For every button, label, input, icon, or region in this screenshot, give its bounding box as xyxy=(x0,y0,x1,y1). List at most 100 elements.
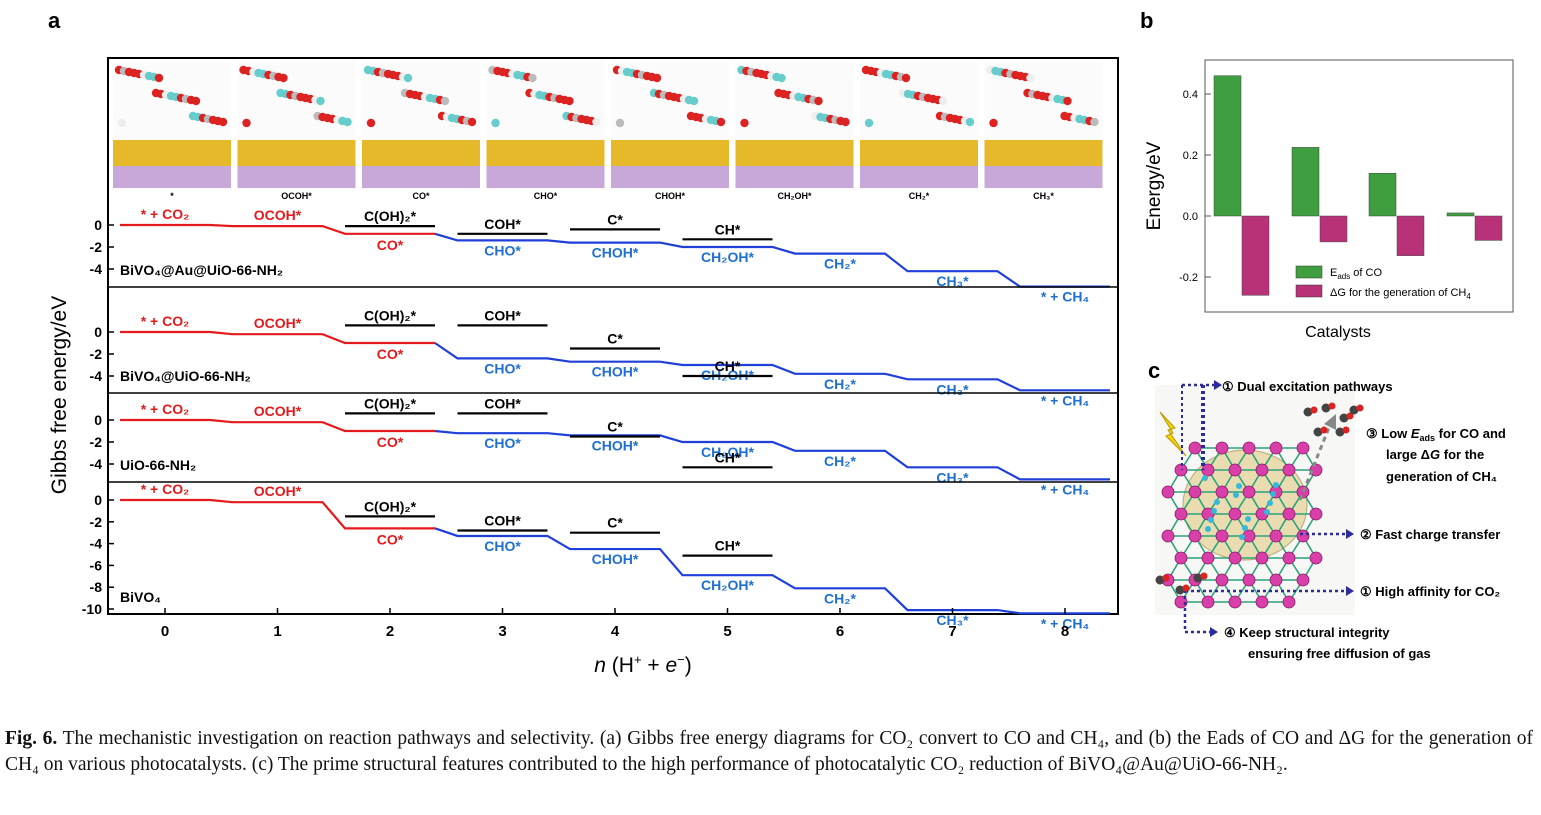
bar xyxy=(1368,173,1397,217)
bar-chart: 0.4 0.2 0.0 -0.2 Energy/eV Catalysts Eads o… xyxy=(1144,59,1514,341)
lattice-node xyxy=(1188,441,1202,455)
molecule-atom xyxy=(1339,413,1349,423)
y-tick-label: -4 xyxy=(90,261,103,277)
bar-y-tick-label: 0.0 xyxy=(1183,211,1198,223)
y-axis-label: Gibbs free energy/eV xyxy=(48,296,71,494)
pathway-state-label: CH₂* xyxy=(824,256,856,272)
molecule-atom xyxy=(1162,574,1170,582)
molecule-atom xyxy=(1321,403,1331,413)
figure-caption: Fig. 6. The mechanistic investigation on… xyxy=(5,726,1533,778)
charge-dot xyxy=(1267,500,1273,506)
x-axis-label: n (H+ + e−) xyxy=(594,652,692,677)
lattice-node xyxy=(1242,441,1256,455)
pathway-state-label: CH₂* xyxy=(824,453,856,469)
lattice-node xyxy=(1296,529,1310,543)
alt-state-label: COH* xyxy=(484,513,521,529)
pathway-state-label: CH₃* xyxy=(936,612,969,628)
au-layer xyxy=(237,140,356,166)
lattice-node xyxy=(1215,529,1229,543)
chart-x-label: Catalysts xyxy=(1305,324,1371,341)
molecule-atom xyxy=(1175,585,1185,595)
figure: a b c * OCOH* CO* CHO* CHOH* CH₂OH* CH₂* CH₃* 0… xyxy=(48,8,1514,677)
lattice-node xyxy=(1242,485,1256,499)
lattice-node xyxy=(1282,463,1296,477)
pathway-state-label: CH₂* xyxy=(824,376,856,392)
lattice-node xyxy=(1174,507,1188,521)
molecule-atom xyxy=(1335,427,1345,437)
pathway-state-label: CH₂OH* xyxy=(701,577,754,593)
bar-y-tick-label: -0.2 xyxy=(1179,272,1198,284)
molecule-atom xyxy=(1193,573,1203,583)
y-tick-label: -2 xyxy=(90,434,103,450)
arrow-head-4 xyxy=(1210,627,1218,637)
atom xyxy=(938,96,948,106)
structure-label: * xyxy=(170,191,174,201)
molecule-atom xyxy=(1200,572,1208,580)
au-layer xyxy=(362,140,480,166)
arrow-head-1 xyxy=(1214,380,1222,390)
pathway-state-label: * + CH₄ xyxy=(1041,481,1089,497)
atom xyxy=(777,73,786,83)
bivo4-layer xyxy=(735,166,854,188)
x-tick-label: 6 xyxy=(836,623,844,640)
ch4-pathway-line xyxy=(434,232,1110,288)
y-tick-label: -6 xyxy=(90,557,103,573)
pathway-state-label: OCOH* xyxy=(254,315,302,331)
charge-dot xyxy=(1233,492,1239,498)
pathway-state-label: CHOH* xyxy=(592,437,639,453)
atom xyxy=(366,118,376,128)
ch4-pathway-line xyxy=(434,342,1110,392)
bivo4-layer xyxy=(362,166,480,188)
y-tick-label: -10 xyxy=(82,601,102,617)
bivo4-layer xyxy=(984,166,1103,188)
molecule-atom xyxy=(1313,427,1323,437)
atom xyxy=(1090,117,1099,127)
charge-dot xyxy=(1245,516,1251,522)
charge-dot xyxy=(1239,534,1245,540)
molecule-atom xyxy=(1155,575,1165,585)
pathway-state-label: * + CH₄ xyxy=(1041,615,1089,631)
atom xyxy=(814,96,823,106)
chart-y-label: Energy/eV xyxy=(1144,141,1165,230)
lattice-node xyxy=(1201,551,1215,565)
lattice-node xyxy=(1269,441,1283,455)
lightning-icon xyxy=(1159,411,1187,457)
alt-state-label: COH* xyxy=(484,395,521,411)
pathway-state-label: * + CO₂ xyxy=(141,206,190,222)
atom xyxy=(965,117,975,127)
alt-state-label: C* xyxy=(607,419,623,435)
mof-lattice xyxy=(1161,441,1323,609)
structure-label: CH₂OH* xyxy=(777,191,811,201)
lattice-node xyxy=(1255,551,1269,565)
lattice-node xyxy=(1215,485,1229,499)
energy-subpanels: 0 -2 -4 * + CO₂ OCOH* CO* CHO* CHOH* CH₂OH* CH₂* C… xyxy=(82,206,1118,631)
pathway-state-label: CH₂OH* xyxy=(701,444,754,460)
lattice-node xyxy=(1282,551,1296,565)
atom xyxy=(467,117,477,127)
bar xyxy=(1474,215,1503,241)
lattice-node xyxy=(1161,529,1175,543)
molecule-atom xyxy=(1346,412,1354,420)
panel-a-frame xyxy=(107,57,1119,615)
lattice-node xyxy=(1309,551,1323,565)
atom xyxy=(242,118,251,128)
y-tick-label: -8 xyxy=(90,579,103,595)
pathway-state-label: CO* xyxy=(377,346,404,362)
atom xyxy=(689,96,699,106)
y-tick-label: -4 xyxy=(90,456,103,472)
pathway-state-label: OCOH* xyxy=(254,483,302,499)
bivo4-layer xyxy=(611,166,729,188)
feature-3-line2: large ΔG for the xyxy=(1386,447,1484,462)
pathway-state-label: CH₂* xyxy=(824,590,856,606)
molecule-atom xyxy=(1310,406,1318,414)
atom xyxy=(864,118,874,128)
atom xyxy=(565,96,574,106)
molecule-atom xyxy=(1342,426,1350,434)
lattice-node xyxy=(1161,485,1175,499)
bar xyxy=(1446,212,1475,217)
y-tick-label: -4 xyxy=(90,368,103,384)
pathway-state-label: * + CO₂ xyxy=(141,481,190,497)
y-tick-label: 0 xyxy=(94,412,102,428)
lattice-node xyxy=(1296,573,1310,587)
catalyst-name: UiO-66-NH₂ xyxy=(120,457,196,473)
